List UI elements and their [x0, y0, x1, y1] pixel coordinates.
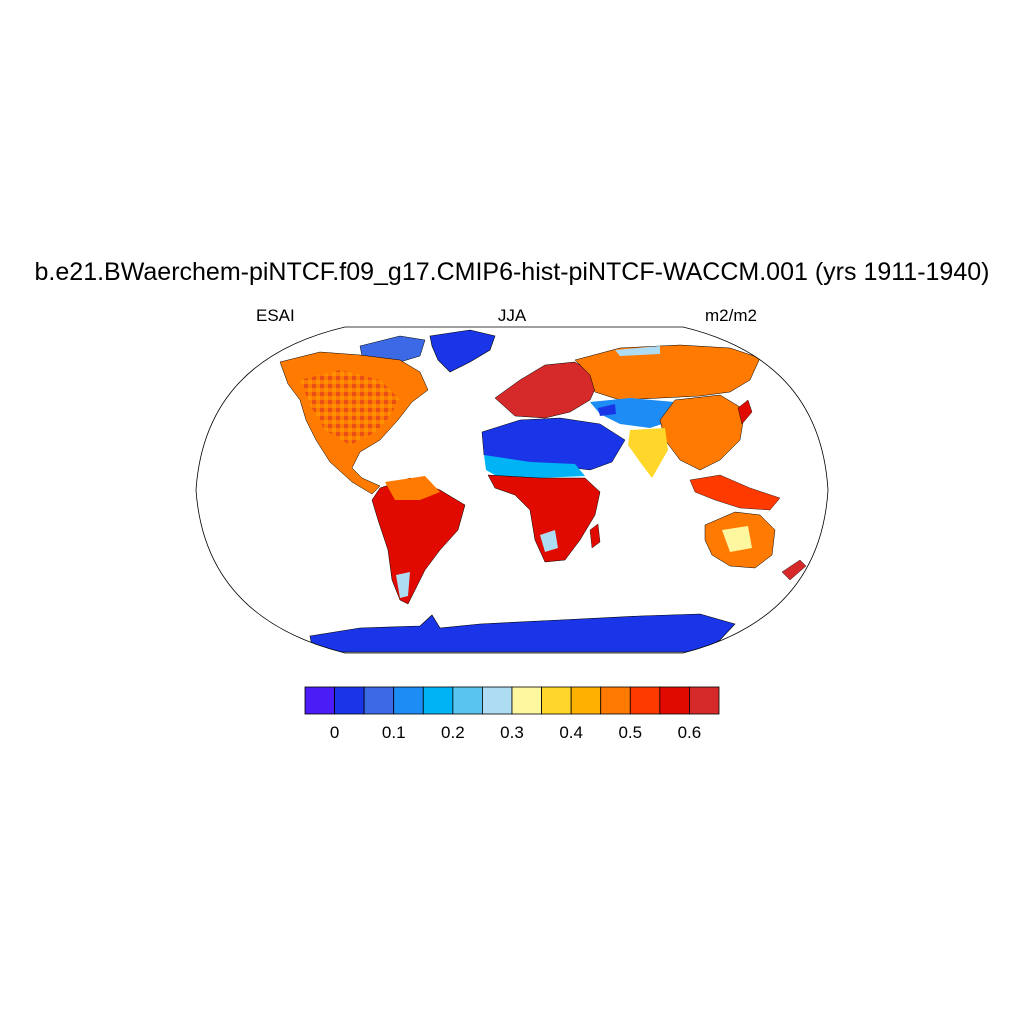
madagascar [589, 523, 601, 549]
colorbar-box-10 [600, 686, 631, 715]
siberia [574, 344, 761, 401]
colorbar-box-6 [482, 686, 513, 715]
antarctica [309, 613, 736, 653]
south-america-north [385, 476, 440, 500]
colorbar-box-3 [393, 686, 424, 715]
colorbar-box-0 [304, 686, 335, 715]
kalahari [540, 530, 558, 552]
north-america-hotspots [300, 370, 400, 445]
colorbar-box-4 [422, 686, 454, 715]
africa-subsaharan [487, 474, 601, 563]
map-border [195, 326, 829, 654]
colorbar-tick-label: 0.4 [559, 723, 583, 742]
colorbar-box-11 [629, 686, 661, 715]
colorbar-tick-label: 0 [330, 723, 339, 742]
southeast-asia [689, 474, 781, 511]
sahel [484, 455, 585, 478]
colorbar-box-5 [452, 686, 483, 715]
colorbar-tick-label: 0.1 [382, 723, 406, 742]
colorbar-box-12 [659, 686, 690, 715]
patagonia [396, 572, 410, 598]
colorbar-tick-label: 0.5 [618, 723, 642, 742]
colorbar-tick-label: 0.6 [678, 723, 702, 742]
japan [737, 399, 753, 425]
variable-label: ESAI [256, 306, 295, 325]
season-label: JJA [497, 306, 527, 325]
arctic-siberia-fringe [615, 346, 660, 356]
units-label: m2/m2 [705, 306, 757, 325]
colorbar-box-2 [363, 686, 395, 715]
greenland [429, 329, 496, 373]
australia-interior [722, 526, 752, 552]
figure-title: b.e21.BWaerchem-piNTCF.f09_g17.CMIP6-his… [34, 258, 990, 286]
colorbar-box-8 [541, 686, 572, 715]
colorbar-tick-label: 0.2 [441, 723, 465, 742]
south-america [371, 477, 466, 605]
colorbar-box-7 [511, 686, 542, 715]
colorbar-box-13 [689, 686, 720, 715]
india [628, 428, 668, 478]
colorbar-tick-label: 0.3 [500, 723, 524, 742]
taklamakan [598, 404, 616, 416]
new-zealand [781, 559, 807, 581]
colorbar-box-1 [334, 686, 365, 715]
colorbar-box-9 [570, 686, 602, 715]
